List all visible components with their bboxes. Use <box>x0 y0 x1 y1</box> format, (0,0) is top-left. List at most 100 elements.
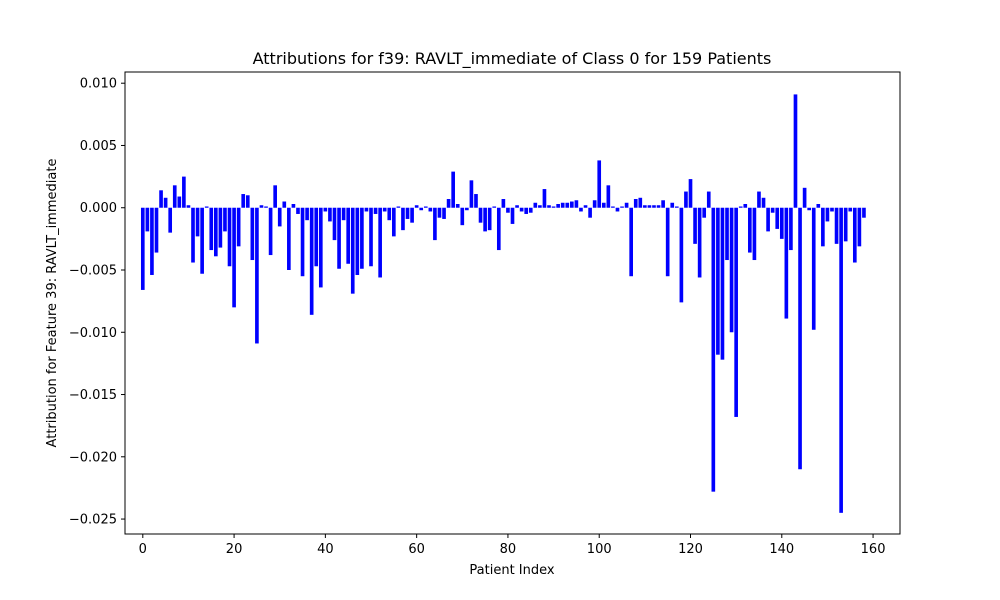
bar-patient-52 <box>378 207 382 278</box>
bar-patient-84 <box>524 207 529 214</box>
bar-patient-53 <box>382 207 387 212</box>
bar-patient-129 <box>729 207 734 333</box>
bar-patient-72 <box>469 180 474 208</box>
bar-patient-130 <box>734 207 738 417</box>
bar-patient-102 <box>606 185 611 208</box>
bar-patient-17 <box>218 207 223 248</box>
bar-patient-2 <box>150 207 154 275</box>
y-tick-label: −0.025 <box>69 513 117 528</box>
x-tick-label: 80 <box>500 542 517 557</box>
bar-patient-103 <box>611 206 615 208</box>
bar-patient-46 <box>350 207 355 294</box>
bar-patient-128 <box>725 207 729 261</box>
bar-patient-151 <box>830 207 834 212</box>
bar-patient-62 <box>423 206 428 208</box>
x-axis-label: Patient Index <box>469 563 554 578</box>
bar-patient-41 <box>328 207 332 222</box>
bar-patient-64 <box>433 207 437 241</box>
bar-patient-108 <box>633 199 638 208</box>
bar-patient-7 <box>172 185 177 208</box>
bar-patient-158 <box>862 207 866 218</box>
y-tick-label: −0.015 <box>69 388 117 403</box>
y-tick-label: −0.010 <box>69 326 117 341</box>
bar-patient-139 <box>775 207 780 229</box>
bar-patient-156 <box>852 207 857 263</box>
bar-patient-119 <box>684 191 688 208</box>
bar-patient-88 <box>542 189 547 208</box>
x-tick-label: 100 <box>587 542 612 557</box>
y-tick-label: 0.005 <box>80 139 117 154</box>
bar-patient-13 <box>200 207 204 274</box>
bar-patient-6 <box>168 207 173 233</box>
x-tick-label: 20 <box>226 542 243 557</box>
bar-patient-42 <box>332 207 337 241</box>
bar-patient-82 <box>515 205 519 208</box>
bar-patient-37 <box>309 207 314 315</box>
bar-patient-43 <box>337 207 341 269</box>
bar-patient-127 <box>720 207 725 360</box>
bar-patient-90 <box>551 206 556 208</box>
bar-patient-14 <box>204 206 209 208</box>
bar-patient-71 <box>465 207 469 211</box>
bar-patient-26 <box>259 205 264 208</box>
bar-patient-140 <box>779 207 784 239</box>
bar-patient-73 <box>474 194 478 208</box>
bar-patient-60 <box>414 205 419 208</box>
x-axis-ticks: 0 20 40 60 80 100 120 140 160 <box>139 534 885 557</box>
bar-patient-83 <box>519 207 524 212</box>
bar-patient-3 <box>154 207 159 253</box>
bar-patient-54 <box>387 207 392 221</box>
bar-patient-133 <box>748 207 752 253</box>
bar-patient-153 <box>839 207 843 513</box>
bar-patient-76 <box>487 207 492 231</box>
bar-patient-89 <box>547 205 551 208</box>
bar-patient-31 <box>282 201 287 208</box>
bar-patient-24 <box>250 207 255 261</box>
bar-patient-132 <box>743 204 748 208</box>
bar-patient-107 <box>629 207 633 277</box>
bar-patient-19 <box>227 207 232 267</box>
bar-patient-115 <box>665 207 670 277</box>
bar-patient-16 <box>214 207 218 257</box>
bar-patient-114 <box>661 200 665 208</box>
x-tick-label: 40 <box>317 542 334 557</box>
bar-patient-131 <box>738 206 743 208</box>
bar-patient-23 <box>245 195 250 208</box>
bar-patient-5 <box>163 197 168 208</box>
bar-patient-100 <box>597 160 602 208</box>
bar-patient-69 <box>455 204 460 208</box>
bar-patient-135 <box>757 191 761 208</box>
bar-patient-106 <box>624 202 629 208</box>
bar-patient-8 <box>177 196 182 208</box>
bar-patient-137 <box>766 207 770 232</box>
x-tick-label: 140 <box>769 542 794 557</box>
bar-patient-141 <box>784 207 789 319</box>
bar-patient-136 <box>761 197 766 208</box>
bar-patient-44 <box>341 207 346 221</box>
bar-patient-66 <box>442 207 446 219</box>
bar-patient-39 <box>318 207 323 288</box>
bar-patient-157 <box>857 207 862 247</box>
bar-patient-21 <box>236 207 241 247</box>
bar-patient-98 <box>588 207 592 218</box>
bar-patient-11 <box>191 207 195 263</box>
bar-patient-99 <box>592 200 597 208</box>
bar-patient-68 <box>451 171 455 208</box>
bar-patient-18 <box>223 207 227 232</box>
bar-patient-152 <box>834 207 839 244</box>
bar-patient-113 <box>656 205 661 208</box>
bar-patient-77 <box>492 206 497 208</box>
bar-patient-61 <box>419 207 424 211</box>
bar-patient-146 <box>807 207 811 211</box>
bar-patient-51 <box>373 207 378 214</box>
bar-patient-1 <box>145 207 150 232</box>
bar-patient-45 <box>346 207 351 264</box>
bar-patient-75 <box>483 207 487 232</box>
bar-patient-149 <box>821 207 825 247</box>
y-tick-label: −0.020 <box>69 450 117 465</box>
bar-patient-124 <box>706 191 711 208</box>
bar-patient-48 <box>360 207 364 269</box>
y-tick-label: 0.010 <box>80 77 117 92</box>
